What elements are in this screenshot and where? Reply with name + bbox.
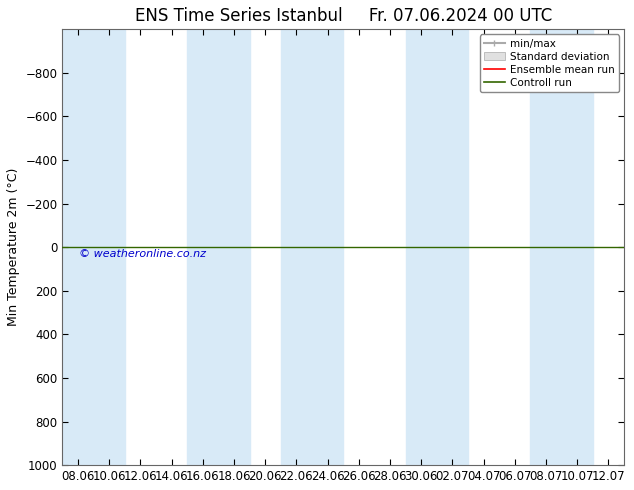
Text: © weatheronline.co.nz: © weatheronline.co.nz — [79, 249, 206, 259]
Bar — [530, 29, 593, 465]
Y-axis label: Min Temperature 2m (°C): Min Temperature 2m (°C) — [7, 168, 20, 326]
Legend: min/max, Standard deviation, Ensemble mean run, Controll run: min/max, Standard deviation, Ensemble me… — [479, 34, 619, 92]
Bar — [406, 29, 468, 465]
Bar — [63, 29, 125, 465]
Bar — [187, 29, 250, 465]
Title: ENS Time Series Istanbul     Fr. 07.06.2024 00 UTC: ENS Time Series Istanbul Fr. 07.06.2024 … — [134, 7, 552, 25]
Bar — [281, 29, 343, 465]
